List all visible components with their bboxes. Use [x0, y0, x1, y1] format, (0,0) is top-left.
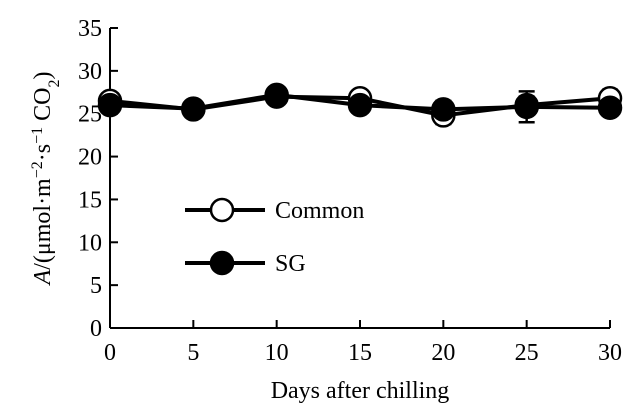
x-axis-label: Days after chilling — [271, 378, 450, 404]
y-tick-label: 20 — [78, 145, 102, 171]
data-point-sg — [597, 95, 623, 120]
y-axis-label-sup1: −2 — [29, 161, 46, 178]
y-axis-label-close: ) — [30, 72, 56, 80]
y-axis-label-symbol: A — [30, 269, 56, 286]
y-tick-label: 5 — [90, 273, 102, 299]
x-tick-label: 5 — [187, 340, 199, 366]
legend-marker-common — [209, 197, 235, 223]
x-tick-label: 15 — [348, 340, 372, 366]
legend-marker-sg — [209, 250, 235, 276]
y-axis-label: A/(μmol·m−2·s−1 CO2) — [29, 72, 63, 287]
legend: Common SG — [185, 197, 364, 277]
data-point-sg — [97, 92, 123, 118]
x-tick-label: 25 — [515, 340, 539, 366]
data-point-sg — [347, 92, 373, 118]
y-axis-label-unit: CO — [30, 88, 56, 127]
y-tick-label: 30 — [78, 59, 102, 85]
y-axis-label-mid: ·s — [30, 144, 56, 161]
legend-item-common: Common — [185, 197, 364, 224]
x-tick-label: 30 — [598, 340, 622, 366]
y-axis-label-prefix: /(μmol·m — [30, 178, 56, 270]
series-points — [97, 82, 623, 128]
legend-label-sg: SG — [275, 251, 306, 277]
data-point-sg — [264, 82, 289, 108]
x-ticks: 0 5 10 15 20 25 30 — [104, 320, 622, 366]
data-point-sg — [181, 96, 206, 121]
y-tick-label: 0 — [90, 316, 102, 342]
x-tick-label: 10 — [265, 340, 289, 366]
legend-label-common: Common — [275, 198, 364, 224]
y-tick-label: 15 — [78, 187, 102, 213]
y-tick-label: 35 — [78, 16, 102, 42]
x-tick-label: 20 — [431, 340, 455, 366]
y-axis-label-sup2: −1 — [29, 127, 46, 144]
data-point-sg — [514, 94, 539, 120]
legend-item-sg: SG — [185, 250, 306, 277]
y-tick-label: 10 — [78, 230, 102, 256]
x-tick-label: 0 — [104, 340, 116, 366]
y-axis-label-sub: 2 — [46, 80, 63, 88]
data-point-sg — [431, 97, 456, 122]
axes — [109, 28, 610, 329]
